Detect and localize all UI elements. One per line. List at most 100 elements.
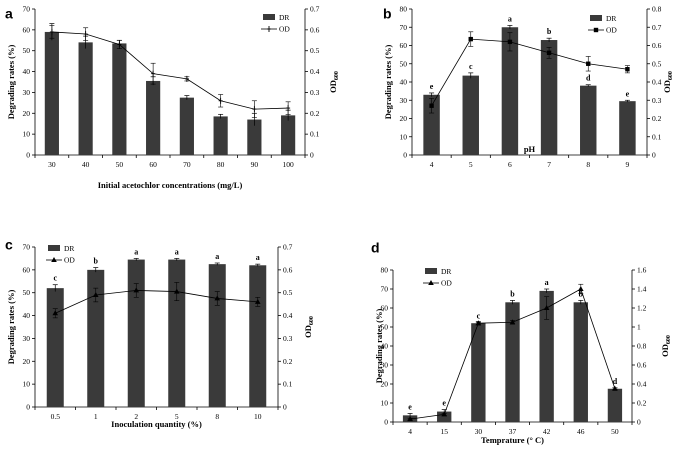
x-tick-label: 50 — [116, 160, 124, 169]
x-tick-label: 0.5 — [51, 412, 61, 421]
legend-label-dr: DR — [441, 267, 451, 276]
panel-label: d — [371, 240, 380, 256]
legend-label-od: OD — [64, 256, 75, 265]
x-tick-label: 15 — [440, 427, 448, 436]
legend-marker-od — [428, 280, 434, 285]
x-axis-title: Initial acetochlor concentrations (mg/L) — [98, 180, 243, 190]
chart-panel-c: c 0 10 20 30 40 50 60 70 0 0.1 0.2 0.3 0.4 0.5 0.6 0.7 0.… — [5, 237, 315, 429]
y-tick-label: 60 — [381, 304, 389, 313]
y-tick-label: 70 — [23, 243, 31, 252]
significance-label: b — [547, 27, 552, 36]
x-tick-label: 46 — [577, 427, 585, 436]
x-tick-label: 4 — [430, 160, 434, 169]
y2-tick-label: 0 — [283, 403, 287, 412]
x-tick-label: 80 — [217, 160, 225, 169]
y-tick-label: 50 — [23, 46, 31, 55]
significance-label: e — [442, 399, 446, 408]
bar-dr-4 — [423, 94, 440, 155]
od-point-15 — [441, 411, 448, 417]
significance-label: a — [134, 247, 138, 256]
legend: DR OD — [588, 14, 617, 35]
y2-axis-title-sub: 600 — [666, 335, 672, 344]
bar-dr-80 — [213, 116, 228, 155]
y2-tick-label: 0.1 — [283, 380, 293, 389]
legend-label-dr: DR — [64, 244, 74, 253]
legend: DR OD — [261, 13, 290, 34]
od-point-30 — [49, 28, 54, 35]
y2-tick-label: 0 — [637, 418, 641, 427]
x-tick-label: 60 — [149, 160, 157, 169]
x-tick-label: 5 — [175, 412, 179, 421]
x-tick-label: 100 — [283, 160, 295, 169]
y-axis-title: Degrading rates (%) — [6, 290, 16, 365]
y2-axis-title: OD600 — [303, 316, 315, 338]
significance-label: a — [175, 247, 179, 256]
bar-dr-6 — [501, 27, 519, 155]
significance-label: b — [510, 289, 515, 298]
panel-label: c — [5, 237, 13, 253]
y-tick-label: 40 — [381, 342, 389, 351]
x-tick-label: 1 — [94, 412, 98, 421]
y-tick-label: 0 — [403, 151, 407, 160]
legend: DR OD — [423, 267, 452, 288]
od-point-4 — [429, 103, 434, 108]
od-point-90 — [252, 106, 257, 113]
x-tick-label: 4 — [408, 427, 412, 436]
chart-panel-a: a 0 10 20 30 40 50 60 70 0 0.1 0.2 0.3 0.4 0.5 0.6 0.7 30… — [5, 5, 340, 191]
y2-axis-title: OD600 — [662, 71, 674, 93]
x-tick-label: 8 — [586, 160, 590, 169]
y2-tick-label: 0 — [310, 151, 314, 160]
legend-label-od: OD — [279, 25, 290, 34]
y2-axis-title-main: OD — [328, 80, 338, 93]
y2-tick-label: 1.2 — [637, 304, 647, 313]
y-tick-label: 20 — [400, 114, 408, 123]
bar-dr-60 — [146, 80, 161, 155]
od-point-7 — [546, 50, 552, 55]
y-tick-label: 20 — [23, 109, 31, 118]
x-tick-label: 6 — [508, 160, 512, 169]
x-tick-label: 42 — [543, 427, 551, 436]
od-line — [431, 38, 628, 106]
od-point-6 — [507, 39, 513, 45]
y2-tick-label: 0.7 — [283, 243, 293, 252]
od-point-70 — [184, 75, 189, 82]
significance-label: e — [408, 402, 412, 411]
od-point-5 — [173, 288, 180, 294]
y2-tick-label: 0 — [652, 151, 656, 160]
y2-tick-label: 0.3 — [283, 334, 293, 343]
x-tick-label: 9 — [626, 160, 630, 169]
od-point-1 — [92, 292, 99, 297]
y2-tick-label: 1 — [637, 323, 641, 332]
y-tick-label: 10 — [23, 380, 31, 389]
y2-axis-title-main: OD — [303, 325, 313, 338]
y2-axis-title-sub: 600 — [309, 316, 315, 325]
od-point-0.5 — [52, 310, 59, 316]
bar-dr-1 — [87, 269, 105, 407]
x-tick-label: 90 — [251, 160, 259, 169]
x-tick-label: 5 — [469, 160, 473, 169]
bar-dr-2 — [127, 259, 145, 407]
od-point-37 — [509, 319, 516, 325]
bar-dr-70 — [179, 97, 194, 155]
bar-dr-100 — [281, 115, 296, 155]
y2-tick-label: 0.4 — [283, 311, 293, 320]
bar-dr-90 — [247, 119, 262, 155]
y-tick-label: 70 — [400, 23, 408, 32]
bar-dr-8 — [208, 264, 226, 407]
bar-dr-50 — [112, 43, 127, 155]
od-point-40 — [83, 31, 88, 38]
od-point-8 — [214, 295, 221, 301]
significance-label: b — [94, 257, 99, 266]
y2-tick-label: 0.4 — [637, 380, 647, 389]
x-tick-label: 8 — [215, 412, 219, 421]
y2-tick-label: 0.2 — [310, 109, 320, 118]
x-tick-label: 30 — [475, 427, 483, 436]
y2-axis-title: OD600 — [660, 335, 672, 357]
y2-axis-title-main: OD — [660, 344, 670, 357]
y-tick-label: 0 — [26, 403, 30, 412]
y-tick-label: 70 — [381, 285, 389, 294]
y2-tick-label: 0.2 — [652, 114, 662, 123]
legend-marker-od — [51, 257, 57, 262]
od-point-42 — [543, 305, 550, 310]
y-tick-label: 0 — [26, 151, 30, 160]
